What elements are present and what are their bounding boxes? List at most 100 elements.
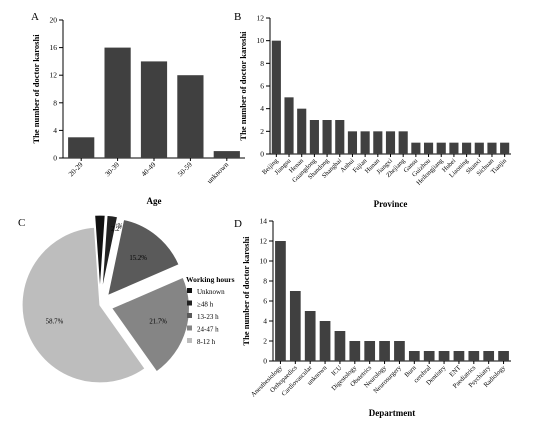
legend-swatch: [187, 300, 192, 306]
bar-40-49: [140, 61, 168, 158]
legend-label: 24-47 h: [197, 326, 219, 334]
bar-burn: [408, 351, 420, 361]
y-tick-label: 6: [260, 82, 264, 91]
y-tick-label: 16: [50, 43, 58, 52]
bar-shanxi: [474, 142, 484, 154]
legend-swatch: [187, 325, 192, 331]
bar-unknown: [213, 151, 240, 158]
bar-cardiovascular: [304, 311, 316, 361]
legend-label: 13-23 h: [197, 313, 219, 321]
y-tick-label: 8: [263, 277, 267, 286]
panel-letter: B: [234, 11, 241, 23]
pie-slice-1: [93, 214, 106, 294]
panel-letter: A: [31, 11, 39, 23]
pie-label: 2.2%: [109, 223, 123, 230]
legend-label: 8-12 h: [197, 338, 216, 346]
bar-psychiatry: [483, 351, 495, 361]
bar-30-39: [104, 47, 131, 158]
legend-swatch: [187, 338, 192, 343]
bar-beijing: [271, 40, 281, 154]
pie-label: 15.2%: [129, 255, 147, 262]
y-tick-label: 10: [257, 36, 265, 45]
y-tick-label: 4: [263, 317, 267, 326]
panel-letter: C: [18, 217, 25, 229]
y-tick-label: 0: [263, 357, 267, 366]
pie-slice-3: [106, 218, 180, 297]
pie-label: 21.7%: [149, 318, 167, 325]
y-tick-label: 2: [263, 337, 267, 346]
legend-swatch: [187, 313, 192, 318]
panel-b: B024681012BeijingJiangsuHenanGuangdongSh…: [234, 11, 511, 209]
y-axis-title: The number of doctor karoshi: [241, 236, 251, 346]
panel-d: D02468101214AnesthesiologyOrthopaedicsCa…: [234, 217, 511, 418]
legend-label: ≥48 h: [197, 301, 214, 309]
bar-dentistry: [438, 351, 450, 361]
bar-hubei: [449, 142, 459, 154]
legend-label: Unknown: [197, 288, 225, 296]
bar-hunan: [373, 131, 383, 154]
legend: Working hours Unknown ≥48 h 13-23 h 24-47 h 8…: [186, 275, 235, 346]
legend-swatch: [187, 288, 192, 293]
bar-orthopaedics: [289, 291, 301, 361]
bar-ent: [453, 351, 465, 361]
category-label: 50-59: [176, 160, 194, 178]
bar-obstetrics: [364, 341, 376, 361]
pie-label: 2.2%: [111, 226, 125, 233]
y-tick-label: 8: [53, 98, 57, 107]
x-axis-title: Department: [369, 408, 416, 418]
y-axis-title: The number of doctor karoshi: [238, 31, 248, 141]
bar-neurosurgery: [394, 341, 405, 361]
y-tick-label: 10: [260, 257, 268, 266]
bar-unknown: [319, 321, 331, 361]
y-tick-label: 4: [53, 126, 57, 135]
bar-heilongjiang: [436, 142, 446, 154]
category-label: 40-49: [140, 160, 158, 178]
pie-slice-4: [110, 276, 191, 373]
bar-icu: [334, 331, 346, 361]
bar-digestology: [349, 341, 361, 361]
bar-tianjin: [500, 142, 510, 154]
pie-slice-5: [21, 226, 146, 384]
bar-anesthesiology: [275, 241, 286, 361]
y-axis-title: The number of doctor karoshi: [31, 34, 41, 144]
category-label: 20-29: [67, 160, 85, 178]
panel-c: C2.2%2.2%15.2%21.7%58.7%Working hoursUnk…: [18, 214, 235, 384]
y-tick-label: 20: [50, 16, 58, 25]
bar-fujian: [360, 131, 370, 154]
bar-20-29: [68, 137, 95, 158]
bar-paediatrics: [468, 351, 480, 361]
y-tick-label: 2: [260, 127, 264, 136]
y-tick-label: 12: [257, 14, 265, 23]
bar-shanghai: [335, 120, 345, 154]
bar-jiangsu: [284, 97, 294, 154]
bar-radiology: [498, 351, 509, 361]
bar-sichuan: [487, 142, 497, 154]
bar-50-59: [177, 75, 204, 158]
legend-title: Working hours: [186, 275, 235, 284]
bar-guangdong: [309, 120, 319, 154]
bar-zhejiang: [398, 131, 408, 154]
y-tick-label: 14: [260, 217, 268, 226]
y-tick-label: 6: [263, 297, 267, 306]
category-label: 30-39: [103, 160, 121, 178]
bar-jiangxi: [385, 131, 396, 154]
y-tick-label: 4: [260, 104, 264, 113]
category-label: unknown: [206, 160, 231, 185]
x-axis-title: Age: [147, 196, 162, 206]
bar-henan: [297, 108, 307, 154]
bar-anhui: [347, 131, 358, 154]
panel-a: A 0 4 8 12 16 20 20-29 30-39 40-49 50-59 unknown The…: [31, 11, 245, 206]
y-tick-label: 12: [50, 71, 58, 80]
pie-label: 58.7%: [46, 318, 64, 325]
pie-slice-2: [101, 214, 119, 294]
y-tick-label: 0: [260, 150, 264, 159]
bar-gansu: [411, 142, 421, 154]
bar-neurology: [379, 341, 390, 361]
panel-letter: D: [234, 218, 242, 230]
x-axis-title: Province: [374, 199, 408, 209]
y-tick-label: 0: [53, 154, 57, 163]
y-tick-label: 12: [260, 237, 268, 246]
bar-shandong: [322, 120, 332, 154]
bar-cerebral: [423, 351, 435, 361]
